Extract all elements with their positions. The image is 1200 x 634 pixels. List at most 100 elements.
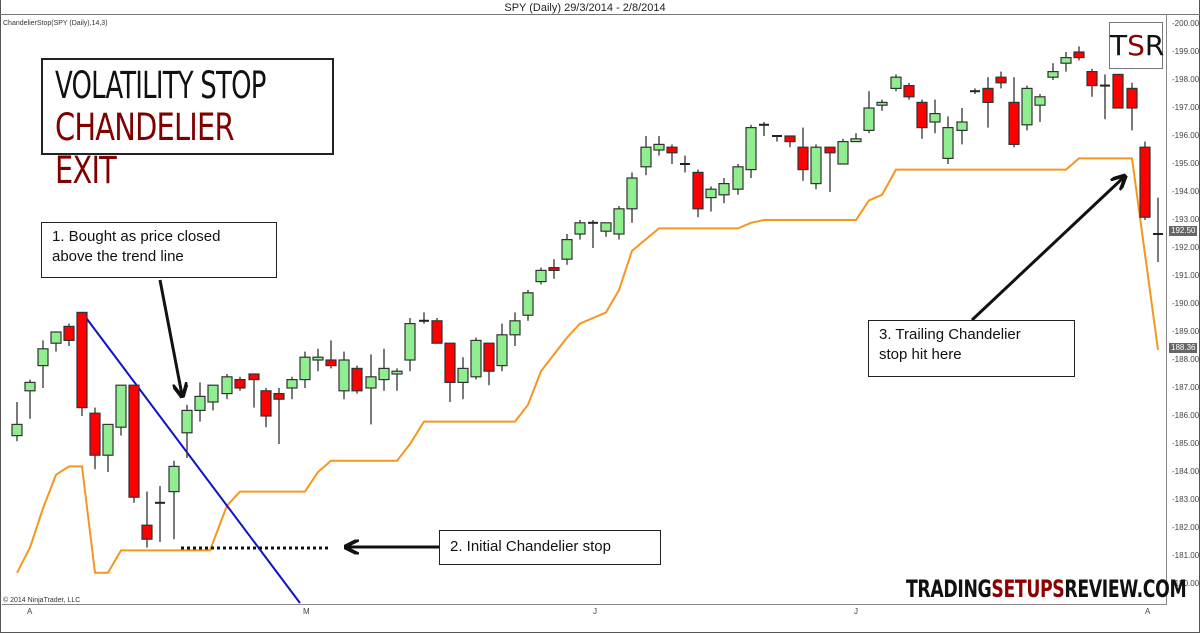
- candle-down: [982, 87, 994, 104]
- arrow-bought-icon: [158, 279, 182, 395]
- candle-up: [312, 356, 324, 361]
- y-tick-label: -183.00: [1172, 495, 1200, 504]
- candle-down: [784, 135, 796, 143]
- x-tick-label: A: [1145, 607, 1151, 616]
- candle-up: [640, 146, 652, 168]
- trend-line: [81, 311, 301, 604]
- candle-up: [181, 409, 193, 434]
- candle-up: [876, 101, 888, 106]
- candle-down: [141, 524, 153, 540]
- candle-down: [824, 146, 836, 154]
- callout-bought: 1. Bought as price closed above the tren…: [41, 222, 277, 278]
- candle-up: [837, 141, 849, 165]
- callout-bought-line2: above the trend line: [52, 248, 184, 265]
- y-tick-label: -192.00: [1172, 243, 1200, 252]
- candle-up: [221, 376, 233, 395]
- y-tick-label: -196.00: [1172, 131, 1200, 140]
- candle-down: [234, 379, 246, 389]
- y-tick-label: -189.00: [1172, 327, 1200, 336]
- plot-area[interactable]: [2, 15, 1167, 605]
- candle-up: [929, 112, 941, 123]
- candle-up: [522, 292, 534, 316]
- candle-up: [470, 339, 482, 378]
- y-tick-label: -187.00: [1172, 383, 1200, 392]
- chandelier-stop-line: [16, 157, 1159, 574]
- candle-up: [718, 183, 730, 196]
- candle-up: [102, 423, 114, 456]
- candle-up: [705, 188, 717, 199]
- brand-watermark: TRADINGSETUPSREVIEW.COM: [906, 575, 1187, 603]
- candle-up: [535, 269, 547, 283]
- candle-up: [24, 381, 36, 392]
- candle-down: [666, 146, 678, 154]
- y-tick-label: -198.00: [1172, 75, 1200, 84]
- y-tick-label: -194.00: [1172, 187, 1200, 196]
- candle-up: [653, 143, 665, 151]
- brand-review: REVIEW.COM: [1064, 575, 1187, 603]
- y-tick-label: -197.00: [1172, 103, 1200, 112]
- candle-up: [1047, 70, 1059, 78]
- candle-up: [863, 107, 875, 131]
- x-tick-label: M: [303, 607, 310, 616]
- candle-up: [732, 166, 744, 190]
- candle-down: [63, 325, 75, 341]
- candle-down: [916, 101, 928, 129]
- logo-t: T: [1110, 29, 1128, 62]
- candle-up: [207, 384, 219, 403]
- candle-down: [1086, 70, 1098, 87]
- y-tick-label: -193.00: [1172, 215, 1200, 224]
- y-tick-label: -185.00: [1172, 439, 1200, 448]
- candle-up: [299, 356, 311, 381]
- callout-bought-line1: 1. Bought as price closed: [52, 228, 221, 245]
- y-tick-label: -180.00: [1172, 579, 1200, 588]
- indicator-label: ChandelierStop(SPY (Daily),14,3): [3, 20, 108, 27]
- candle-down: [76, 311, 88, 409]
- candle-up: [338, 359, 350, 392]
- callout-trailing-line1: 3. Trailing Chandelier: [879, 326, 1021, 343]
- logo-r: R: [1144, 29, 1165, 62]
- candle-down: [1008, 101, 1020, 146]
- title-divider: [0, 14, 1200, 15]
- candle-up: [365, 376, 377, 389]
- candle-up: [613, 208, 625, 235]
- title-box: VOLATILITY STOP CHANDELIER EXIT: [41, 58, 334, 192]
- candle-up: [50, 331, 62, 344]
- candle-up: [286, 379, 298, 389]
- candle-down: [1126, 87, 1138, 109]
- candle-down: [128, 384, 140, 498]
- candle-up: [1021, 87, 1033, 126]
- candle-up: [745, 126, 757, 171]
- candle-up: [600, 222, 612, 232]
- candle-up: [168, 465, 180, 493]
- candle-up: [404, 323, 416, 361]
- brand-trading: TRADING: [906, 575, 992, 603]
- y-tick-label: -182.00: [1172, 523, 1200, 532]
- y-tick-label: -184.00: [1172, 467, 1200, 476]
- candle-down: [1112, 73, 1124, 109]
- callout-trailing-stop: 3. Trailing Chandelier stop hit here: [868, 320, 1075, 377]
- brand-setups: SETUPS: [991, 575, 1065, 603]
- candle-up: [942, 126, 954, 159]
- title-line-volatility-stop: VOLATILITY STOP: [55, 64, 266, 107]
- candle-up: [391, 370, 403, 375]
- callout-trailing-line2: stop hit here: [879, 346, 962, 363]
- candle-down: [483, 342, 495, 372]
- stop-price-tag: 188.36: [1169, 343, 1198, 353]
- y-tick-label: -186.00: [1172, 411, 1200, 420]
- x-tick-label: J: [854, 607, 858, 616]
- candle-down: [1139, 146, 1151, 218]
- candle-down: [325, 359, 337, 367]
- last-price-tag: 192.50: [1169, 226, 1198, 236]
- title-line-chandelier-exit: CHANDELIER EXIT: [55, 106, 235, 192]
- candle-down: [797, 146, 809, 171]
- y-tick-label: -188.00: [1172, 355, 1200, 364]
- candle-up: [115, 384, 127, 428]
- candle-up: [956, 121, 968, 131]
- candle-down: [431, 320, 443, 344]
- candle-up: [496, 334, 508, 367]
- candle-up: [574, 222, 586, 235]
- candle-down: [692, 171, 704, 210]
- candle-up: [810, 146, 822, 185]
- candle-up: [850, 138, 862, 143]
